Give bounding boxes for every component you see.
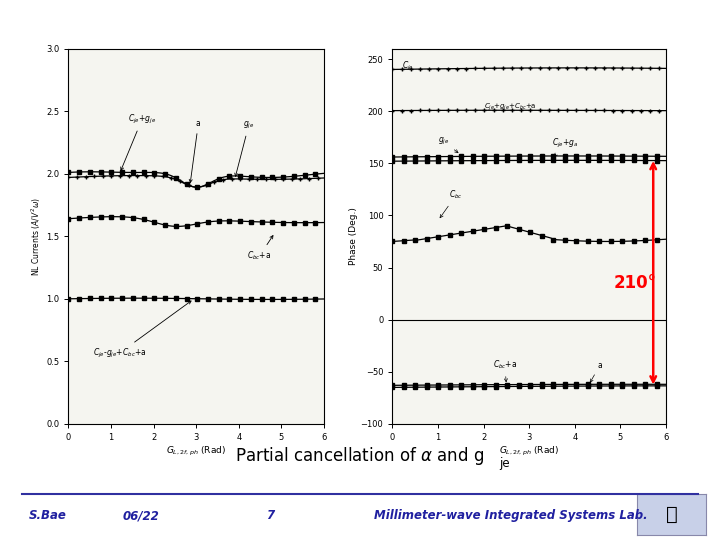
Y-axis label: Phase (Deg.): Phase (Deg.) xyxy=(349,207,358,265)
Text: $C_{je}$-$g_{je}$+$C_{bc}$+a: $C_{je}$-$g_{je}$+$C_{bc}$+a xyxy=(93,301,191,360)
X-axis label: $G_{L,2f,ph}$ (Rad): $G_{L,2f,ph}$ (Rad) xyxy=(166,445,226,458)
Text: je: je xyxy=(499,457,510,470)
Text: $C_{bc}$+a: $C_{bc}$+a xyxy=(492,359,517,382)
Text: a: a xyxy=(189,119,201,183)
Text: $C_{je}$+$g_a$: $C_{je}$+$g_a$ xyxy=(552,137,578,157)
Text: Millimeter-wave Integrated Systems Lab.: Millimeter-wave Integrated Systems Lab. xyxy=(374,509,648,522)
Text: 210°: 210° xyxy=(613,274,657,292)
Text: 🏛: 🏛 xyxy=(665,505,678,524)
Text: a: a xyxy=(590,361,603,382)
X-axis label: $G_{L,2f,ph}$ (Rad): $G_{L,2f,ph}$ (Rad) xyxy=(499,445,559,458)
Text: 06/22: 06/22 xyxy=(122,509,159,522)
Text: $C_{je}$+$g_{je}$+$C_{bc}$+a: $C_{je}$+$g_{je}$+$C_{bc}$+a xyxy=(484,102,536,113)
Text: $C_{je}$: $C_{je}$ xyxy=(402,60,413,73)
Text: 7: 7 xyxy=(266,509,274,522)
Text: $C_{je}$+$g_{je}$: $C_{je}$+$g_{je}$ xyxy=(121,112,156,170)
Text: $g_{je}$: $g_{je}$ xyxy=(235,119,254,177)
Text: $C_{bc}$: $C_{bc}$ xyxy=(440,188,463,218)
Text: Partial cancellation of $\alpha$ and g: Partial cancellation of $\alpha$ and g xyxy=(235,446,485,467)
Text: S.Bae: S.Bae xyxy=(29,509,67,522)
Y-axis label: NL Currents ($A/V^2\omega$): NL Currents ($A/V^2\omega$) xyxy=(30,197,43,275)
Text: $g_{je}$: $g_{je}$ xyxy=(438,136,458,153)
Text: $C_{bc}$+a: $C_{bc}$+a xyxy=(248,235,273,262)
